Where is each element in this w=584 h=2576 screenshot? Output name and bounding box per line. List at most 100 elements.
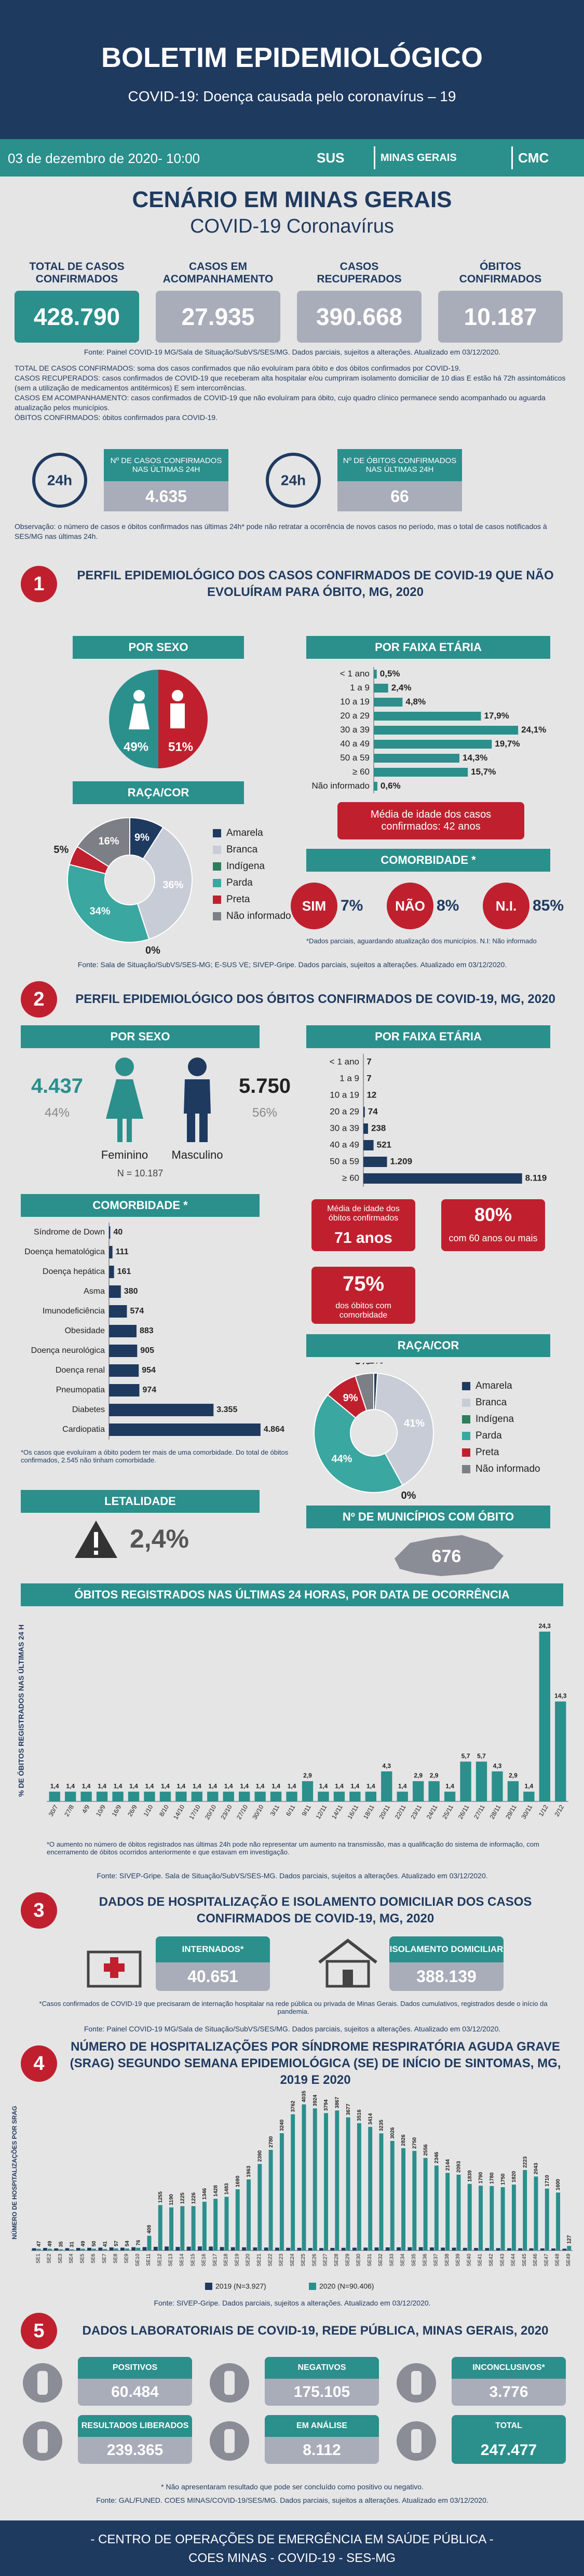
x-tick-label: 16/11: [346, 1804, 360, 1821]
x-tick-label: SE23: [279, 2254, 284, 2267]
value-label: 31: [70, 2241, 75, 2247]
municipality-count: 676: [432, 1547, 461, 1566]
x-tick-label: SE35: [411, 2254, 417, 2267]
value-label: 408: [147, 2225, 153, 2233]
legend-swatch: [213, 829, 221, 837]
bar: [408, 2247, 412, 2250]
bar: [87, 2247, 92, 2250]
slice-label: 34%: [89, 906, 110, 917]
bar: [142, 2247, 147, 2250]
value-label: 3924: [313, 2095, 318, 2107]
x-tick-label: SE28: [334, 2254, 339, 2267]
logo: MINAS GERAIS: [374, 146, 462, 169]
x-tick-label: 22/11: [393, 1804, 408, 1821]
section-banner: LETALIDADE: [21, 1490, 260, 1513]
bar: [235, 2189, 240, 2250]
bar: [556, 2192, 561, 2250]
bar: [70, 2249, 74, 2250]
donut-chart: 9% Amarela 36% Branca 0% Indígena 34% Parda 5% Pr…: [53, 817, 291, 956]
value-label: 1,4: [256, 1782, 265, 1789]
value-label: 111: [116, 1248, 129, 1256]
x-tick-label: 25/11: [441, 1804, 455, 1821]
value-label: 4,3: [493, 1762, 502, 1769]
slice-label: 41%: [404, 1418, 425, 1429]
x-tick-label: 17/10: [188, 1804, 202, 1821]
last24-label: Nº DE ÓBITOS CONFIRMADOS NAS ÚLTIMAS 24H: [337, 449, 462, 481]
x-tick-label: SE49: [566, 2254, 572, 2267]
bar: [333, 1792, 345, 1801]
definitions: TOTAL DE CASOS CONFIRMADOS: soma dos cas…: [15, 363, 570, 423]
sex-label: Feminino: [101, 1148, 148, 1161]
category-label: Obesidade: [65, 1326, 105, 1335]
header-date: 03 de dezembro de 2020- 10:00: [8, 151, 200, 166]
bar: [401, 2148, 406, 2250]
value-label: 4035: [302, 2091, 307, 2103]
hospital-value: 40.651: [156, 1962, 270, 1991]
value-label: 3677: [346, 2104, 351, 2116]
bar: [209, 2246, 213, 2250]
value-label: 1,4: [445, 1782, 454, 1789]
lab-value: 239.365: [78, 2437, 192, 2464]
x-tick-label: SE25: [301, 2254, 306, 2267]
x-tick-label: SE31: [367, 2254, 373, 2267]
section-banner: Nº DE MUNICÍPIOS COM ÓBITO: [306, 1506, 550, 1528]
bar: [349, 1792, 361, 1801]
value-label: 1,4: [319, 1782, 328, 1789]
section-number: 4: [21, 2045, 57, 2082]
x-tick-label: SE26: [311, 2254, 317, 2267]
section-banner: ÓBITOS REGISTRADOS NAS ÚLTIMAS 24 HORAS,…: [21, 1583, 563, 1606]
x-tick-label: SE47: [544, 2254, 549, 2267]
value-label: 3240: [279, 2119, 285, 2131]
source-note: Fonte: SIVEP-Gripe. Dados parciais, suje…: [154, 2299, 431, 2307]
value-label: 1600: [555, 2179, 561, 2191]
footnote: *Casos confirmados de COVID-19 que preci…: [39, 2000, 548, 2015]
donut-slice: [355, 1372, 374, 1412]
bar: [268, 2150, 273, 2250]
x-tick-label: 1/10: [142, 1804, 154, 1818]
legend-swatch: [309, 2283, 316, 2290]
category-label: 1 a 9: [339, 1073, 359, 1083]
value-label: 3235: [379, 2120, 385, 2132]
legend-label: Amarela: [476, 1380, 512, 1391]
legend-label: Indígena: [476, 1414, 514, 1425]
x-tick-label: 4/9: [80, 1804, 91, 1815]
category-label: 50 a 59: [340, 753, 370, 763]
category-label: 40 a 49: [340, 739, 370, 749]
bar: [518, 2248, 523, 2250]
value-label: 2043: [534, 2163, 539, 2175]
header-title: BOLETIM EPIDEMIOLÓGICO: [101, 42, 483, 73]
x-tick-label: SE24: [290, 2254, 295, 2267]
legend-label: 2019 (N=3.927): [215, 2282, 266, 2290]
bar: [507, 1781, 519, 1801]
value-label: 2,9: [430, 1772, 439, 1779]
value-label: 3867: [334, 2097, 340, 2109]
x-tick-label: SE36: [422, 2254, 428, 2267]
section-banner: POR FAIXA ETÁRIA: [306, 1025, 550, 1048]
bar: [197, 2246, 202, 2250]
bar: [363, 1123, 368, 1134]
category-label: Diabetes: [72, 1405, 105, 1414]
x-tick-label: SE13: [168, 2254, 174, 2267]
value-label: 1790: [478, 2172, 484, 2184]
bar: [490, 2186, 494, 2250]
legend-swatch: [462, 1415, 470, 1423]
x-tick-label: SE43: [499, 2254, 505, 2267]
source-note: Fonte: GAL/FUNED. COES MINAS/COVID-19/SE…: [96, 2496, 488, 2504]
bar: [352, 2247, 357, 2250]
value-label: 0,5%: [380, 669, 400, 679]
person-head: [133, 690, 145, 701]
x-tick-label: SE5: [79, 2254, 85, 2263]
bar: [346, 2117, 350, 2250]
bar: [291, 2114, 295, 2250]
value-label: 1,4: [240, 1782, 249, 1789]
last24-label: Nº DE CASOS CONFIRMADOS NAS ÚLTIMAS 24H: [104, 449, 228, 481]
overview-title: CENÁRIO EM MINAS GERAIS: [132, 187, 452, 212]
x-tick-label: SE40: [466, 2254, 472, 2267]
x-tick-label: SE12: [157, 2254, 162, 2267]
bar: [43, 2248, 47, 2250]
bar: [165, 2246, 169, 2250]
value-label: 2,4%: [391, 683, 412, 693]
x-tick-label: 16/9: [111, 1804, 123, 1818]
bar: [125, 2248, 129, 2250]
bar: [98, 2247, 103, 2250]
